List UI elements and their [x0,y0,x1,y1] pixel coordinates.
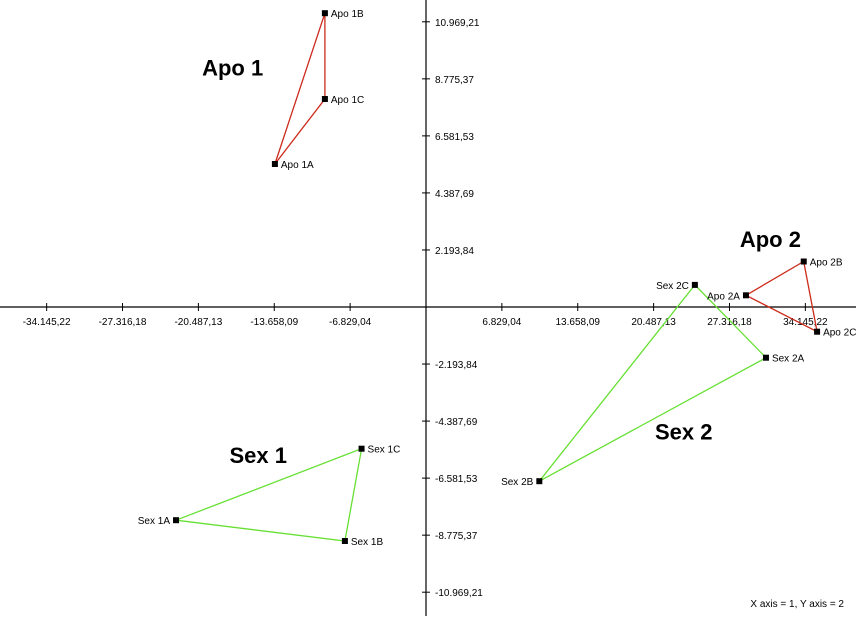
y-tick-label: 8.775,37 [435,75,474,86]
sex-2-triangle [538,283,768,482]
y-tick-label: -6.581,53 [435,474,478,485]
x-tick-label: 6.829,04 [482,317,521,328]
data-point-label: Sex 1C [368,445,401,456]
apo-1-triangle [274,12,326,165]
y-tick-label: 6.581,53 [435,132,474,143]
y-tick-label: 10.969,21 [435,18,480,29]
group-label: Apo 2 [740,227,801,252]
data-point-label: Apo 2C [823,328,856,339]
x-tick-label: 13.658,09 [555,317,600,328]
data-point-marker [691,281,698,288]
x-tick-label: -27.316,18 [99,317,147,328]
x-tick-label: 20.487,13 [631,317,676,328]
data-point-label: Apo 1C [331,95,364,106]
data-point-marker [321,10,328,17]
data-point-marker [358,445,365,452]
data-point-marker [742,292,749,299]
group-label: Sex 2 [655,420,713,445]
x-tick-label: -6.829,04 [329,317,372,328]
y-tick-label: -10.969,21 [435,588,483,599]
points-layer: Apo 1A Apo 1B Apo 1C Apo 2A Apo 2B Apo 2C Sex … [138,9,856,548]
data-point-label: Sex 1A [138,516,171,527]
y-tick-label: -4.387,69 [435,417,478,428]
data-point-marker [341,538,348,544]
data-point-marker [271,161,278,167]
data-point-marker [762,354,769,361]
data-point-label: Apo 2A [707,291,740,302]
y-tick-label: 4.387,69 [435,189,474,200]
data-point-label: Sex 1B [351,537,384,548]
x-tick-label: -20.487,13 [174,317,222,328]
triangle-lines-layer [175,12,818,542]
x-tick-label: 34.145,22 [783,317,828,328]
data-point-label: Sex 2A [772,354,805,365]
y-tick-label: 2.193,84 [435,246,474,257]
axis-note: X axis = 1, Y axis = 2 [750,599,844,610]
data-point-label: Apo 2B [810,258,843,269]
y-tick-label: -8.775,37 [435,531,478,542]
y-tick-label: -2.193,84 [435,360,478,371]
sex-1-triangle [175,447,363,542]
data-point-marker [536,478,543,485]
data-point-marker [814,328,821,335]
apo-2-triangle [744,260,818,333]
data-point-label: Sex 2B [501,477,534,488]
data-point-label: Apo 1A [281,160,314,171]
x-tick-label: -34.145,22 [23,317,71,328]
x-tick-label: -13.658,09 [250,317,298,328]
data-point-marker [173,517,180,524]
data-point-label: Sex 2C [656,281,689,292]
data-point-label: Apo 1B [331,9,364,20]
group-labels-layer: Apo 1 Apo 2 Sex 1 Sex 2 [202,56,801,468]
data-point-marker [800,258,807,265]
x-tick-label: 27.316,18 [707,317,752,328]
group-label: Apo 1 [202,56,263,81]
data-point-marker [321,96,328,102]
group-label: Sex 1 [229,443,287,468]
